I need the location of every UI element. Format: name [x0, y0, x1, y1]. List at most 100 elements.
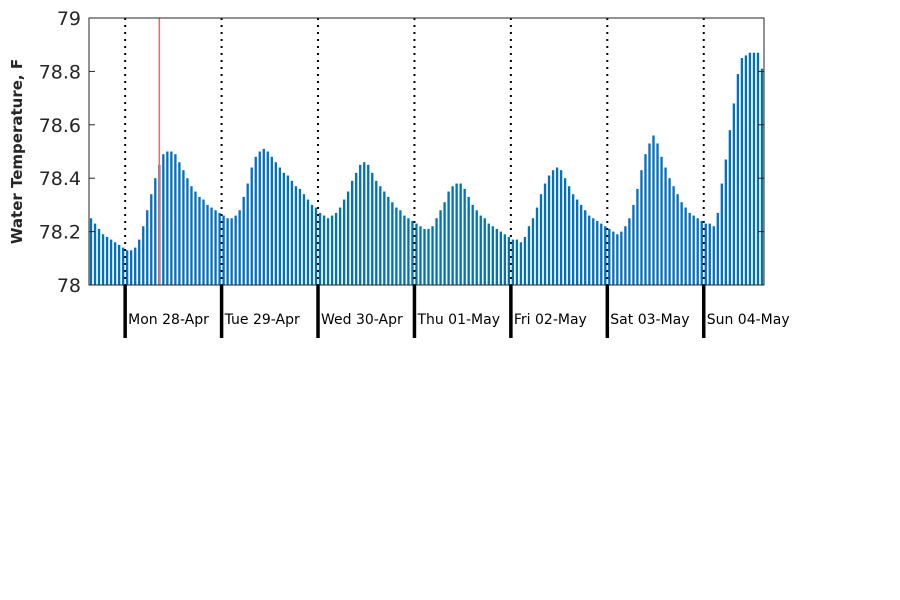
bar	[427, 228, 430, 285]
bar	[150, 194, 153, 285]
bar	[326, 218, 330, 285]
y-axis-title: Water Temperature, F	[8, 59, 26, 244]
bar	[704, 223, 707, 285]
bar-series	[89, 52, 764, 286]
bar	[491, 226, 494, 285]
bar	[451, 186, 454, 285]
bar	[97, 228, 101, 285]
bar	[202, 199, 205, 285]
bar	[126, 250, 129, 285]
bar	[580, 204, 583, 285]
bar	[206, 204, 209, 285]
bar	[222, 215, 225, 285]
bar	[728, 130, 732, 285]
bar	[383, 191, 386, 285]
bar	[121, 247, 125, 285]
bar	[334, 212, 338, 285]
bar	[559, 170, 563, 285]
day-labels: Mon 28-Apr Tue 29-Apr Wed 30-Apr Thu 01-May…	[128, 312, 789, 328]
bar	[314, 207, 318, 285]
bar	[604, 226, 607, 285]
bar	[547, 175, 551, 285]
bar	[194, 191, 197, 285]
bar	[411, 220, 414, 285]
bar	[274, 162, 277, 285]
bar	[322, 215, 326, 285]
bar	[479, 215, 482, 285]
bar	[628, 218, 631, 285]
bar	[226, 218, 229, 285]
day-label: Mon 28-Apr	[128, 312, 209, 328]
bar	[656, 143, 659, 285]
bar	[395, 207, 398, 285]
y-tick-label: 78.4	[39, 168, 81, 190]
bar	[359, 164, 362, 285]
bar	[415, 223, 418, 285]
bar	[616, 234, 619, 285]
bar	[142, 226, 145, 285]
bar	[375, 180, 378, 285]
bar	[371, 172, 374, 285]
bar	[483, 218, 486, 285]
bar	[178, 162, 181, 285]
bar	[93, 223, 97, 285]
bar	[318, 212, 322, 285]
bar	[351, 180, 354, 285]
bar	[748, 52, 752, 286]
bar	[270, 156, 273, 285]
bar	[234, 215, 237, 285]
bar	[363, 162, 366, 285]
day-dividers	[124, 18, 705, 285]
bar	[182, 170, 185, 285]
bar	[459, 183, 462, 285]
bar	[648, 143, 651, 285]
bar	[302, 194, 306, 285]
bar	[576, 199, 579, 285]
bar	[600, 223, 603, 285]
bar	[684, 207, 687, 285]
bar	[499, 231, 502, 285]
bar	[584, 210, 587, 285]
bar	[278, 167, 282, 285]
y-axis: 78 78.2 78.4 78.6 78.8 79	[39, 8, 764, 297]
bar	[539, 194, 543, 285]
bar	[620, 231, 623, 285]
day-label: Thu 01-May	[416, 312, 500, 328]
bar	[166, 151, 169, 285]
bar	[596, 220, 599, 285]
bar	[592, 218, 595, 285]
bar	[174, 154, 177, 285]
bar	[101, 234, 105, 285]
bar	[431, 226, 434, 285]
bar	[439, 210, 442, 285]
bar	[443, 202, 446, 285]
bar	[230, 218, 233, 285]
bar	[138, 239, 141, 285]
bar	[467, 196, 470, 285]
bar	[338, 207, 342, 285]
bar	[511, 239, 515, 285]
bar	[612, 231, 615, 285]
bar	[419, 226, 422, 285]
bar	[487, 223, 490, 285]
bar	[543, 183, 547, 285]
bar	[170, 151, 173, 285]
bar	[680, 202, 683, 285]
bar	[696, 218, 699, 285]
bar	[109, 239, 113, 285]
bar	[342, 199, 346, 285]
bar	[756, 52, 760, 286]
y-tick-label: 79	[57, 8, 81, 30]
bar	[290, 180, 294, 285]
bar	[146, 210, 149, 285]
bar	[294, 186, 298, 285]
bar	[507, 236, 511, 285]
bar	[403, 215, 406, 285]
bar	[258, 151, 261, 285]
bar	[624, 226, 627, 285]
bar	[355, 172, 358, 285]
bar	[664, 167, 667, 285]
bar	[218, 212, 221, 285]
y-tick-label: 78	[57, 275, 81, 297]
